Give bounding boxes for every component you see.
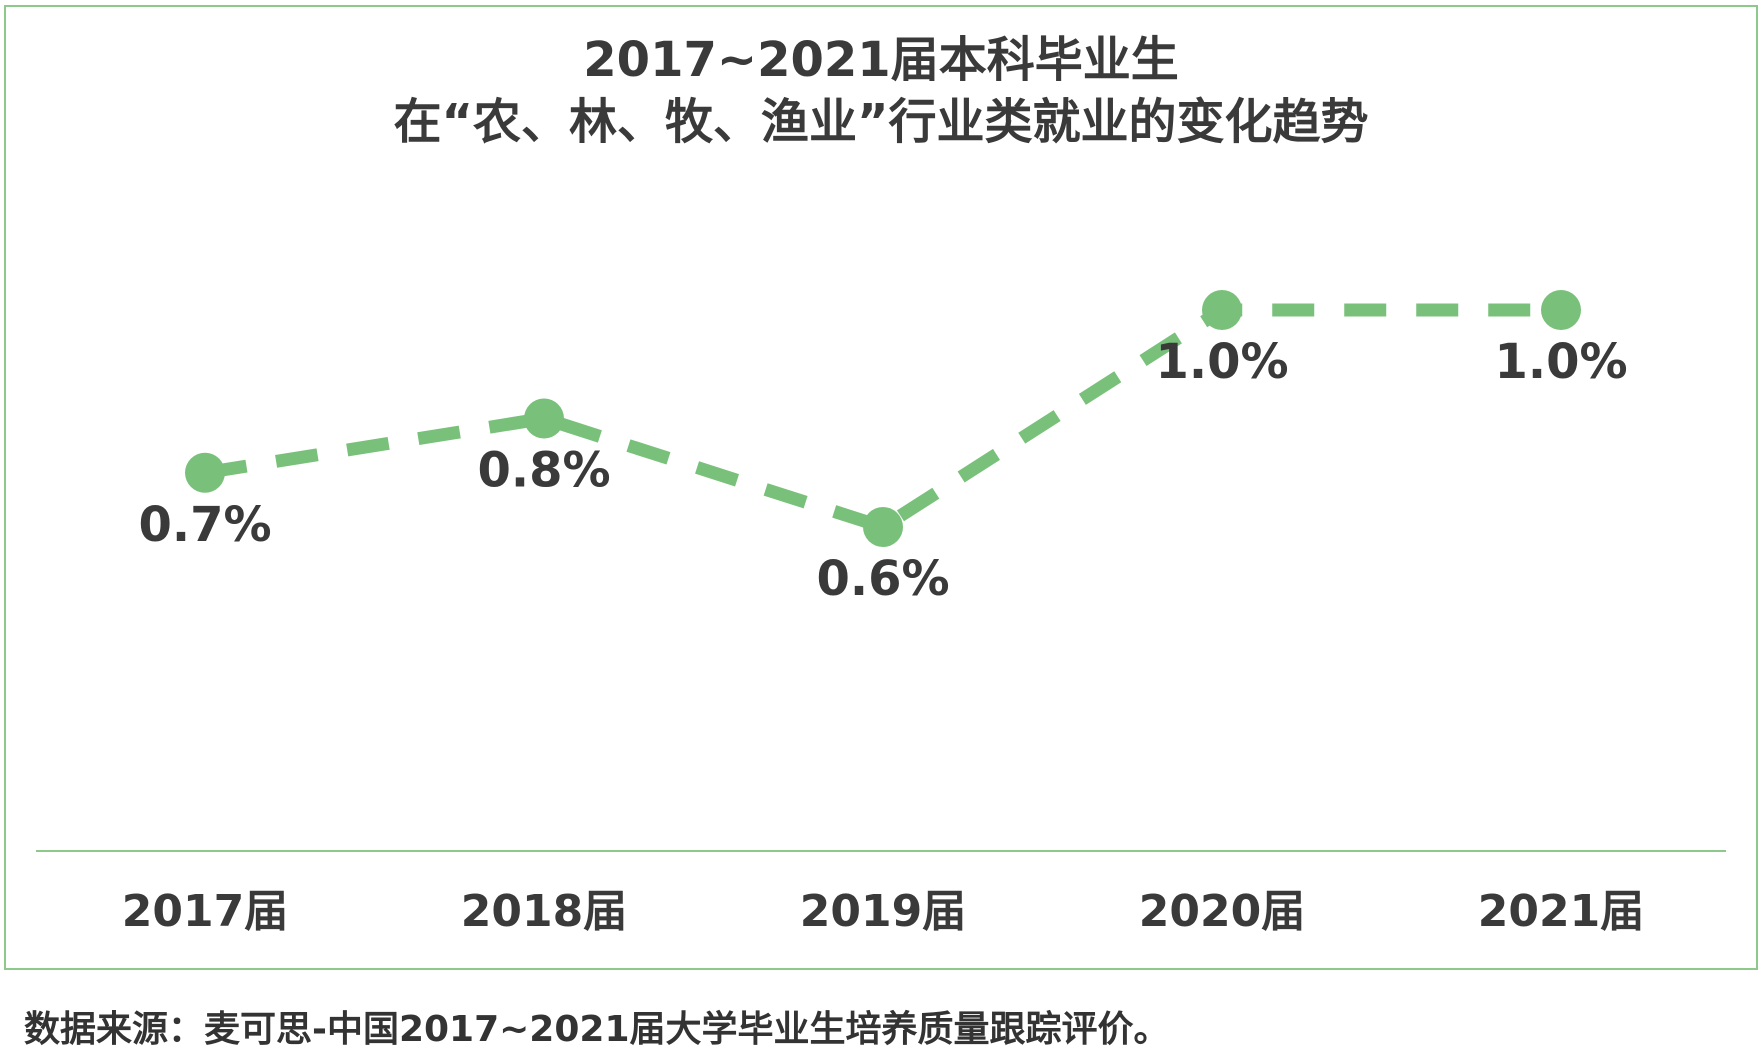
x-tick-label: 2018届 — [461, 886, 627, 937]
data-point — [524, 398, 564, 439]
data-label: 1.0% — [1155, 334, 1288, 390]
chart-title-line-2: 在“农、林、牧、渔业”行业类就业的变化趋势 — [393, 94, 1369, 150]
line-chart: 0.7% 0.8% 0.6% 1.0% 1.0% 2017届 2018届 2019届 2020… — [36, 290, 1726, 937]
data-point — [1202, 290, 1242, 330]
chart-title-line-1: 2017~2021届本科毕业生 — [583, 32, 1179, 88]
series-line — [203, 303, 1561, 534]
point-layer — [185, 290, 1581, 547]
data-label: 1.0% — [1494, 334, 1627, 390]
series-layer — [203, 303, 1561, 534]
data-label-layer: 0.7% 0.8% 0.6% 1.0% 1.0% — [138, 334, 1627, 607]
data-point — [863, 507, 903, 547]
data-label: 0.8% — [477, 443, 610, 499]
x-tick-layer: 2017届 2018届 2019届 2020届 2021届 — [122, 886, 1644, 937]
x-tick-label: 2020届 — [1139, 886, 1305, 937]
data-point — [185, 452, 225, 493]
chart-title: 2017~2021届本科毕业生 在“农、林、牧、渔业”行业类就业的变化趋势 — [6, 29, 1756, 153]
data-label: 0.7% — [138, 497, 271, 553]
data-point — [1541, 290, 1581, 330]
chart-frame: 2017~2021届本科毕业生 在“农、林、牧、渔业”行业类就业的变化趋势 — [4, 5, 1758, 970]
x-tick-label: 2019届 — [800, 886, 966, 937]
data-label: 0.6% — [816, 551, 949, 607]
source-note: 数据来源：麦可思-中国2017~2021届大学毕业生培养质量跟踪评价。 — [24, 1009, 1170, 1050]
x-tick-label: 2017届 — [122, 886, 288, 937]
x-tick-label: 2021届 — [1478, 886, 1644, 937]
